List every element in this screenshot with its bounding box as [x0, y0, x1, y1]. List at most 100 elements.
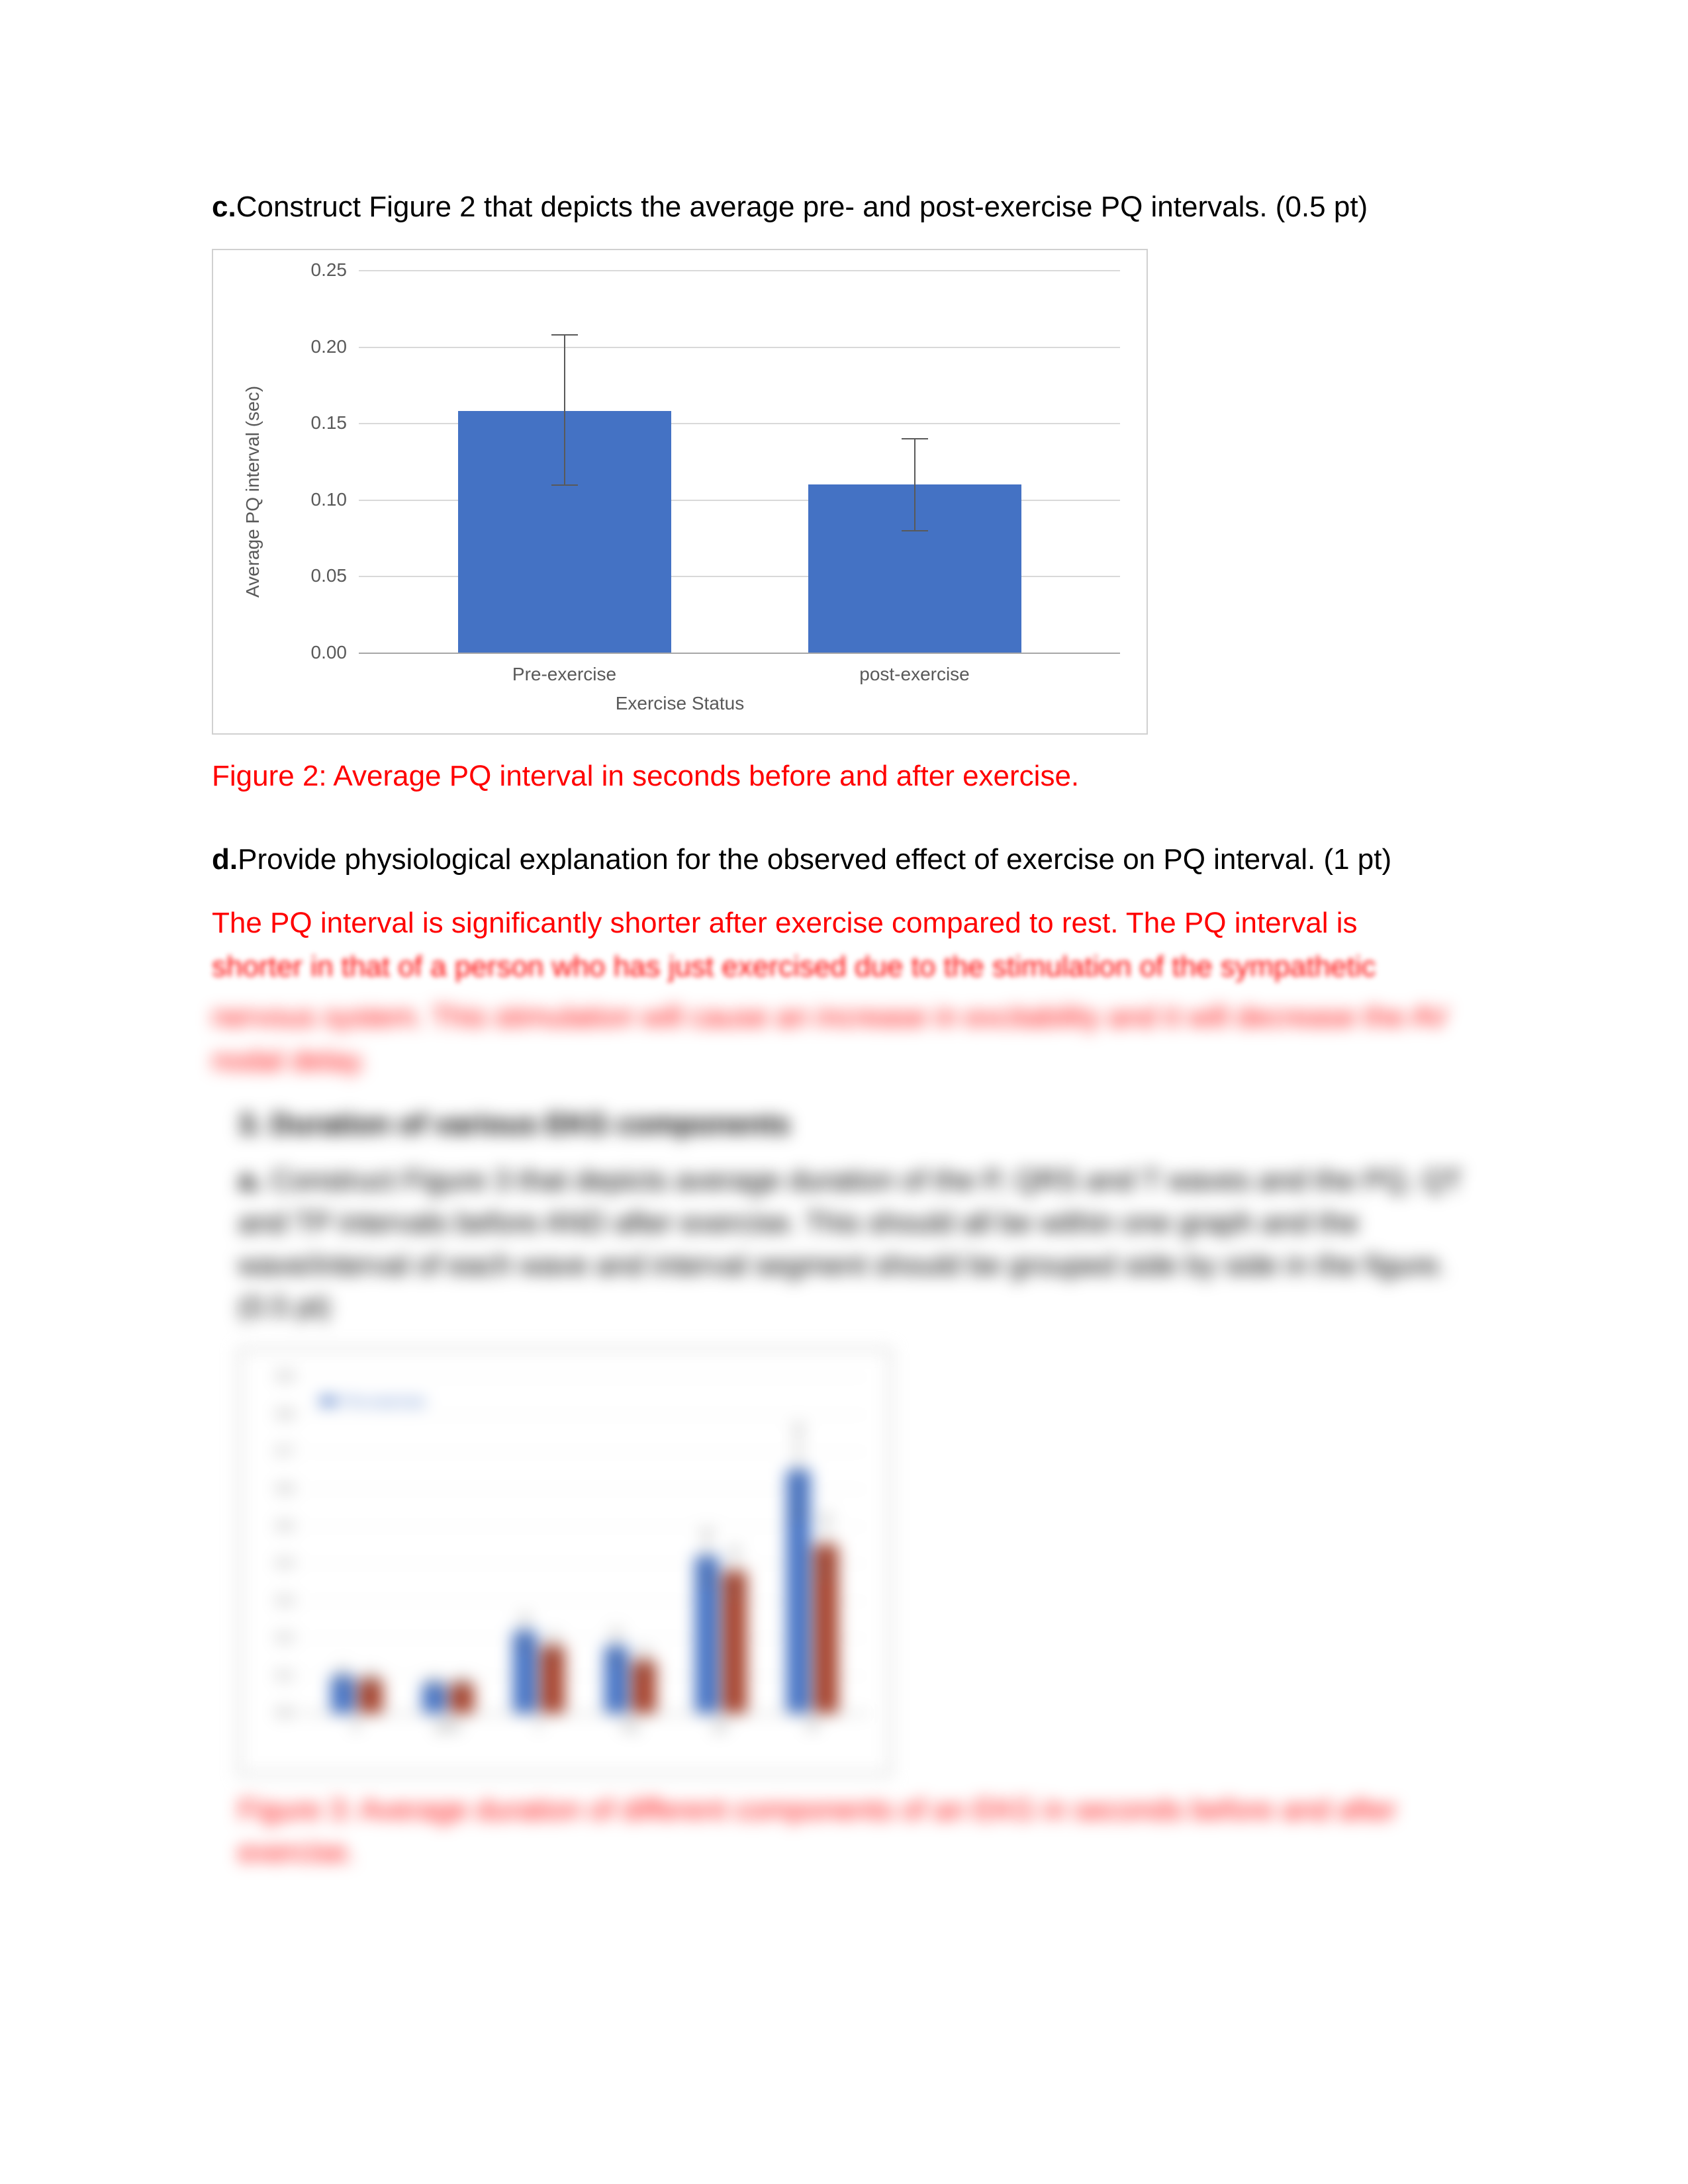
grid-line [359, 270, 1120, 271]
y-tick-label: 0.20 [311, 333, 348, 361]
error-cap [728, 1594, 741, 1595]
error-cap [610, 1631, 623, 1632]
error-bar [342, 1668, 344, 1683]
error-bar [461, 1678, 463, 1689]
question-d: d.Provide physiological explanation for … [212, 838, 1476, 882]
error-cap [610, 1661, 623, 1662]
error-cap [820, 1515, 833, 1516]
error-bar [552, 1635, 553, 1657]
answer-d-line4: nodal delay. [212, 1039, 1476, 1083]
error-cap [428, 1678, 441, 1679]
grid-line [300, 1451, 869, 1452]
question-c-text: Construct Figure 2 that depicts the aver… [236, 191, 1368, 223]
error-cap [428, 1688, 441, 1690]
answer-d: The PQ interval is significantly shorter… [212, 901, 1476, 1874]
figure-2-chart: Average PQ interval (sec) 0.000.050.100.… [212, 249, 1148, 735]
category-label: P [353, 1718, 361, 1736]
category-label: post-exercise [859, 660, 970, 688]
question-d-text: Provide physiological explanation for th… [238, 843, 1391, 876]
y-tick-label: 0.15 [311, 409, 348, 437]
error-cap [700, 1582, 714, 1584]
figure-3-plot-area: 0.00.10.20.30.40.50.60.70.80.9PQRSTPQQTT… [300, 1377, 869, 1714]
y-tick-label: 0.7 [277, 1443, 293, 1461]
y-tick-label: 0.25 [311, 256, 348, 284]
grid-line [300, 1563, 869, 1564]
error-bar [616, 1631, 617, 1661]
error-cap [364, 1672, 377, 1673]
question-d-label: d. [212, 843, 238, 876]
grid-line [300, 1526, 869, 1527]
error-bar [434, 1678, 435, 1689]
error-cap [792, 1426, 805, 1427]
error-cap [551, 484, 578, 486]
grid-line [359, 347, 1120, 348]
y-tick-label: 0.4 [277, 1555, 293, 1572]
error-cap [902, 530, 928, 531]
error-bar [524, 1615, 526, 1645]
error-bar [734, 1549, 735, 1594]
error-cap [546, 1635, 559, 1636]
error-cap [728, 1549, 741, 1550]
question-c-label: c. [212, 191, 236, 223]
section-3-prompt-label: a. [238, 1164, 263, 1197]
y-tick-label: 0.9 [277, 1368, 293, 1386]
error-bar [564, 334, 565, 484]
grid-line [300, 1414, 869, 1415]
error-bar [643, 1649, 645, 1672]
section-3-prompt: a. Construct Figure 3 that depicts avera… [238, 1160, 1476, 1328]
error-cap [551, 334, 578, 336]
y-tick-label: 0.1 [277, 1666, 293, 1684]
y-tick-label: 0.00 [311, 639, 348, 666]
category-label: Pre-exercise [512, 660, 616, 688]
y-tick-label: 0.2 [277, 1629, 293, 1647]
error-cap [336, 1683, 350, 1684]
answer-d-line1: The PQ interval is significantly shorter… [212, 901, 1476, 945]
category-label: TP [804, 1718, 820, 1736]
grid-line [300, 1601, 869, 1602]
answer-d-line2: shorter in that of a person who has just… [212, 945, 1476, 989]
error-cap [546, 1657, 559, 1659]
answer-d-line3: nervous system. This stimulation will ca… [212, 995, 1476, 1039]
error-bar [370, 1672, 371, 1687]
grid-line [300, 1489, 869, 1490]
figure-3-chart: Pre-exercise 0.00.10.20.30.40.50.60.70.8… [238, 1348, 891, 1776]
error-bar [798, 1426, 799, 1515]
error-cap [336, 1668, 350, 1669]
y-tick-label: 0.6 [277, 1480, 293, 1498]
y-axis-title: Average PQ interval (sec) [239, 386, 267, 598]
error-bar [914, 438, 915, 530]
category-label: QT [713, 1718, 729, 1736]
error-cap [518, 1646, 532, 1647]
y-tick-label: 0.0 [277, 1704, 293, 1722]
error-cap [518, 1615, 532, 1617]
figure-2-caption: Figure 2: Average PQ interval in seconds… [212, 754, 1476, 798]
error-cap [637, 1649, 651, 1651]
plot-area: 0.000.050.100.150.200.25Pre-exercisepost… [359, 270, 1120, 654]
y-tick-label: 0.8 [277, 1405, 293, 1423]
figure-3-caption: Figure 3: Average duration of different … [238, 1789, 1476, 1874]
grid-line [300, 1638, 869, 1639]
error-bar [825, 1515, 827, 1574]
error-bar [706, 1530, 708, 1582]
y-tick-label: 0.10 [311, 486, 348, 514]
section-3-prompt-text: Construct Figure 3 that depicts average … [238, 1164, 1462, 1323]
category-label: QRS [435, 1718, 461, 1736]
error-cap [455, 1688, 469, 1690]
error-cap [455, 1678, 469, 1679]
error-cap [820, 1574, 833, 1576]
y-tick-label: 0.5 [277, 1517, 293, 1535]
category-label: T [536, 1718, 543, 1736]
error-cap [902, 438, 928, 439]
blurred-section: nervous system. This stimulation will ca… [212, 995, 1476, 1874]
error-cap [637, 1672, 651, 1673]
category-label: PQ [622, 1718, 639, 1736]
y-tick-label: 0.05 [311, 562, 348, 590]
error-cap [364, 1687, 377, 1688]
section-3-heading: 3. Duration of various EKG components [238, 1103, 1476, 1146]
error-cap [700, 1530, 714, 1531]
error-cap [792, 1515, 805, 1516]
y-tick-label: 0.3 [277, 1592, 293, 1610]
document-page: c.Construct Figure 2 that depicts the av… [0, 0, 1688, 2184]
question-c: c.Construct Figure 2 that depicts the av… [212, 185, 1476, 229]
x-axis-title: Exercise Status [616, 690, 745, 717]
